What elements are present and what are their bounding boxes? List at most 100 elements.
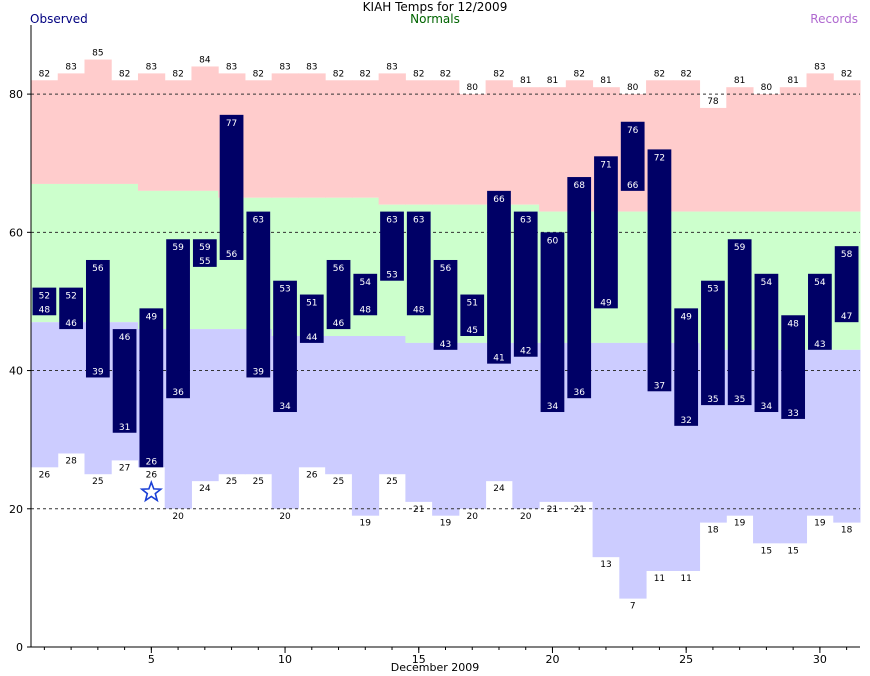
record-high-label: 82 xyxy=(333,69,344,79)
observed-high-label: 54 xyxy=(360,278,372,288)
record-low-label: 25 xyxy=(253,477,264,487)
observed-bar xyxy=(32,287,57,316)
record-high-label: 81 xyxy=(734,76,745,86)
record-high-label: 83 xyxy=(226,62,237,72)
record-high-label: 81 xyxy=(787,76,798,86)
record-high-label: 83 xyxy=(146,62,157,72)
observed-bar xyxy=(112,329,137,433)
y-tick-label: 80 xyxy=(9,88,23,101)
observed-high-label: 53 xyxy=(279,285,290,295)
x-axis-label: December 2009 xyxy=(390,661,480,674)
record-low-label: 25 xyxy=(92,477,103,487)
record-low-label: 11 xyxy=(654,574,665,584)
record-high-label: 78 xyxy=(707,97,719,107)
record-high-band xyxy=(753,94,781,212)
record-high-label: 83 xyxy=(65,62,76,72)
observed-high-label: 56 xyxy=(333,264,345,274)
observed-high-label: 56 xyxy=(440,264,452,274)
record-high-band xyxy=(271,73,299,198)
record-high-label: 82 xyxy=(253,69,264,79)
record-high-label: 83 xyxy=(306,62,317,72)
record-high-label: 82 xyxy=(119,69,130,79)
observed-bar xyxy=(701,280,725,406)
record-high-label: 84 xyxy=(199,55,211,65)
observed-high-label: 59 xyxy=(172,243,184,253)
record-low-band xyxy=(325,336,353,475)
record-high-band xyxy=(458,94,487,205)
record-high-band xyxy=(378,73,406,205)
record-high-band xyxy=(84,59,112,184)
observed-bar xyxy=(380,211,404,281)
observed-high-label: 52 xyxy=(39,292,50,302)
record-high-label: 81 xyxy=(600,76,611,86)
y-tick-label: 0 xyxy=(16,641,23,654)
observed-low-label: 39 xyxy=(253,367,265,377)
record-high-band xyxy=(164,80,192,191)
observed-low-label: 45 xyxy=(467,326,478,336)
record-low-band xyxy=(405,342,433,502)
observed-bar xyxy=(326,259,351,330)
legend-normals: Normals xyxy=(410,12,460,26)
record-high-label: 83 xyxy=(814,62,825,72)
observed-low-label: 37 xyxy=(654,381,665,391)
observed-bar xyxy=(166,239,190,399)
record-low-label: 7 xyxy=(630,602,636,612)
record-low-label: 21 xyxy=(413,505,424,515)
observed-high-label: 53 xyxy=(707,285,718,295)
record-low-label: 21 xyxy=(547,505,558,515)
record-low-label: 20 xyxy=(172,512,184,522)
record-low-label: 18 xyxy=(707,526,719,536)
record-high-band xyxy=(806,73,834,212)
observed-bar xyxy=(85,259,110,378)
observed-low-label: 55 xyxy=(199,257,210,267)
observed-high-label: 49 xyxy=(680,312,692,322)
legend-observed: Observed xyxy=(30,12,88,26)
observed-bar xyxy=(460,294,485,336)
observed-low-label: 43 xyxy=(440,340,451,350)
record-high-label: 83 xyxy=(279,62,290,72)
observed-low-label: 49 xyxy=(600,298,612,308)
record-low-band xyxy=(218,329,246,475)
record-high-band xyxy=(137,73,166,191)
record-low-label: 18 xyxy=(841,526,853,536)
observed-high-label: 76 xyxy=(627,126,639,136)
record-low-label: 25 xyxy=(386,477,397,487)
observed-bars xyxy=(32,114,859,468)
observed-bar xyxy=(513,211,538,357)
record-low-band xyxy=(57,322,85,454)
observed-bar xyxy=(433,259,458,350)
record-low-band xyxy=(512,342,540,509)
record-low-label: 19 xyxy=(360,519,372,529)
record-high-label: 80 xyxy=(627,83,639,93)
observed-low-label: 35 xyxy=(734,395,745,405)
observed-bar xyxy=(727,239,752,406)
observed-low-label: 48 xyxy=(39,305,51,315)
record-high-band xyxy=(726,87,754,212)
x-tick-label: 15 xyxy=(412,653,426,666)
axes: 0 20 40 60 80 5 10 15 20 25 30 xyxy=(9,25,860,666)
observed-bar xyxy=(808,273,832,350)
record-low-label: 26 xyxy=(39,470,51,480)
record-low-label: 26 xyxy=(146,470,158,480)
record-low-label: 24 xyxy=(199,484,211,494)
record-low-label: 13 xyxy=(600,560,611,570)
observed-high-label: 77 xyxy=(226,119,237,129)
record-low-label: 28 xyxy=(65,456,77,466)
chart-title: KIAH Temps for 12/2009 xyxy=(362,0,508,14)
record-high-label: 82 xyxy=(39,69,50,79)
observed-high-label: 54 xyxy=(814,278,826,288)
observed-bar xyxy=(647,149,672,392)
observed-bar xyxy=(674,308,699,426)
record-low-label: 19 xyxy=(440,519,452,529)
record-high-band xyxy=(351,80,380,198)
record-low-label: 20 xyxy=(467,512,479,522)
record-low-label: 20 xyxy=(520,512,532,522)
record-high-label: 81 xyxy=(547,76,558,86)
record-low-label: 24 xyxy=(493,484,505,494)
record-high-band xyxy=(57,73,85,184)
record-low-label: 19 xyxy=(734,519,746,529)
observed-bar xyxy=(487,190,511,364)
record-low-label: 21 xyxy=(573,505,584,515)
observed-high-label: 63 xyxy=(520,216,531,226)
record-high-band xyxy=(485,80,513,205)
